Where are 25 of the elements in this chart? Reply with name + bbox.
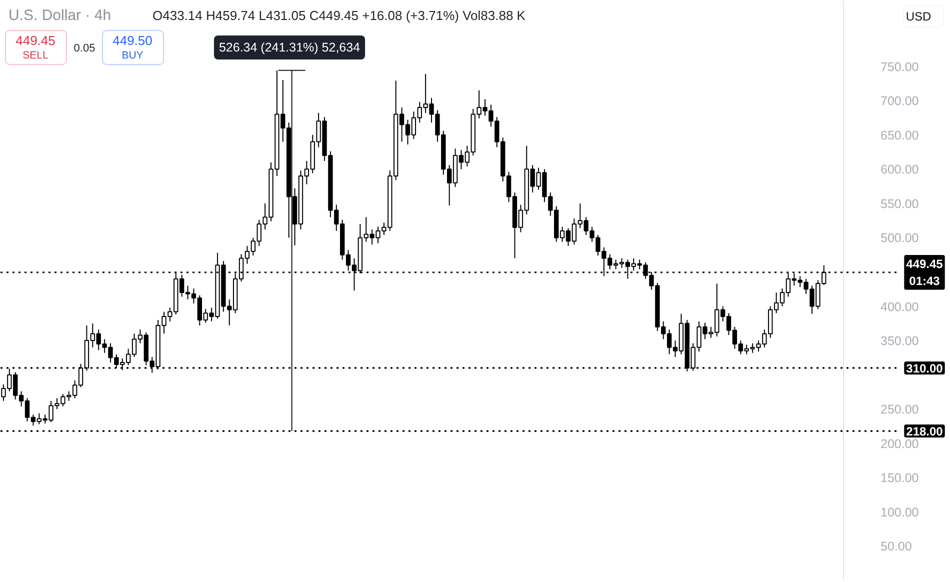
y-tick-label: 200.00 [880,436,919,451]
y-tick-label: 350.00 [880,334,919,348]
y-tick-label: 700.00 [880,94,919,108]
y-tick-label: 650.00 [880,128,919,142]
y-tick-label: 550.00 [880,196,919,211]
ref-line-label: 218.00 [906,424,944,439]
ref-line-label: 449.45 01:43 [906,256,944,288]
annotation: BUY [122,50,144,62]
y-tick-label: 150.00 [880,471,919,486]
y-tick-label: 50.00 [880,540,912,554]
y-tick-label: 400.00 [880,300,919,314]
annotation: SELL [22,50,49,62]
y-tick-label: 250.00 [880,402,919,417]
y-tick-label: 100.00 [880,505,919,520]
y-tick-label: 500.00 [880,231,919,246]
annotation: 526.34 (241.31%) 52,634 [218,40,360,54]
chart-title: U.S. Dollar · 4h [8,7,112,24]
y-tick-label: 600.00 [880,162,919,177]
annotation: 449.45 [16,33,56,48]
y-tick-label: 750.00 [880,60,919,74]
text: USD [906,10,932,24]
text: O433.14 H459.74 L431.05 C449.45 +16.08 (+3.71%) Vol83.88 K [152,8,526,23]
annotation: 449.50 [112,33,152,48]
annotation: 0.05 [74,42,96,54]
ref-line-label: 310.00 [906,361,944,376]
